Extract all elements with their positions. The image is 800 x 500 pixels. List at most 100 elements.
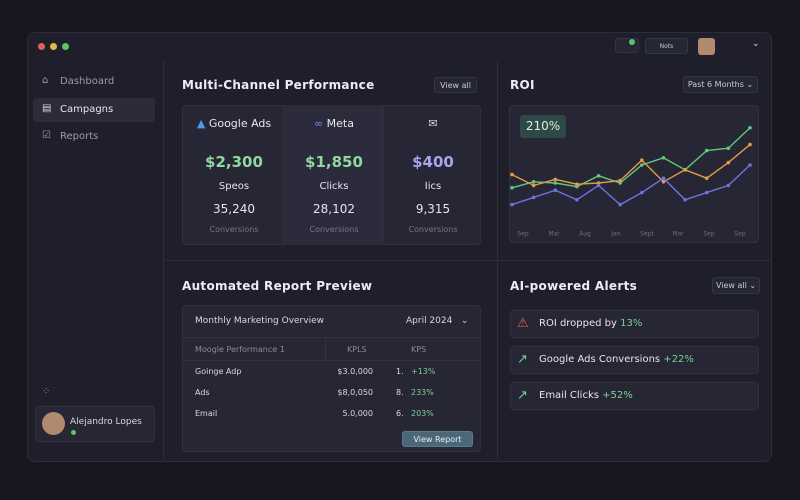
cell: Ads	[195, 388, 210, 397]
metric-footer: Conversions	[309, 225, 359, 234]
roi-point	[748, 142, 752, 147]
roi-point	[596, 174, 601, 178]
cell: 203%	[411, 409, 434, 418]
cell: +13%	[411, 367, 436, 376]
online-dot	[71, 430, 76, 435]
x-tick-label: Mar	[672, 231, 684, 238]
active-nav	[33, 98, 155, 122]
roi-point	[618, 178, 622, 183]
alert-icon: ↗	[517, 388, 528, 403]
channel-header: ▲ Google Ads	[184, 117, 284, 130]
nav-item[interactable]: Dashboard	[60, 76, 115, 87]
minimize-button[interactable]	[50, 43, 57, 50]
cell: $8,0,050	[337, 388, 373, 397]
roi-point	[531, 180, 536, 184]
view-all-button[interactable]: View all ⌄	[712, 277, 760, 294]
divider	[183, 360, 480, 361]
alert-change: +22%	[663, 354, 694, 365]
roi-point	[553, 188, 558, 192]
nav-item[interactable]: Campagns	[60, 104, 114, 115]
metric-value: 9,315	[415, 202, 451, 216]
chevron[interactable]: ⌄	[752, 39, 760, 49]
sidebar-divider	[163, 61, 164, 461]
channel-header: ∞ Meta	[284, 117, 384, 130]
channel-spend: $400	[412, 153, 454, 171]
report-subtitle: Monthly Marketing Overview	[195, 316, 324, 326]
nav-icon: ⌂	[42, 75, 49, 86]
channel-spend: $2,300	[205, 153, 263, 171]
nav-icon: ☑	[42, 130, 51, 141]
notifications-button[interactable]: Nots	[645, 38, 688, 54]
cell: Goinge Adp	[195, 367, 242, 376]
roi-point	[726, 183, 731, 188]
alert-item[interactable]: ⚠ ROI dropped by 13%	[510, 310, 759, 338]
roi-line	[511, 144, 751, 187]
x-tick-label: Jan	[610, 231, 620, 238]
view-all-button[interactable]: View all	[434, 77, 477, 93]
cell: Email	[195, 409, 218, 418]
roi-point	[726, 146, 731, 150]
month: April 2024	[406, 316, 453, 326]
apps-icon[interactable]: ⁘	[42, 386, 51, 397]
roi-point	[748, 126, 752, 130]
cell: $3.0,000	[337, 367, 373, 376]
roi-point	[531, 183, 536, 188]
cell: 5.0,000	[342, 409, 373, 418]
month-select[interactable]: April 2024 ⌄	[406, 316, 469, 326]
period-dropdown[interactable]: Past 6 Months ⌄	[683, 76, 758, 93]
table-header: KPS	[411, 345, 427, 354]
roi-point	[683, 168, 687, 172]
maximize-button[interactable]	[62, 43, 69, 50]
alert-text-row: Email Clicks +52%	[539, 390, 633, 401]
metric-footer: Conversions	[209, 225, 259, 234]
avatar[interactable]	[698, 38, 715, 55]
channel-header: ✉	[383, 117, 483, 130]
view-report-button[interactable]: View Report	[402, 431, 473, 447]
roi-point	[704, 190, 709, 195]
view-all-label: View all	[715, 281, 747, 290]
roi-point	[510, 186, 514, 190]
channel-icon: ✉	[428, 117, 438, 130]
alert-text: Email Clicks	[539, 390, 599, 401]
roi-point	[596, 183, 601, 188]
close-button[interactable]	[38, 43, 45, 50]
channel-spend: $1,850	[305, 153, 363, 171]
nav-item[interactable]: Reports	[60, 131, 99, 142]
roi-point	[748, 163, 752, 167]
metric-value: 28,102	[313, 202, 355, 216]
metric-label: Speos	[218, 181, 250, 192]
channel-icon: ▲	[196, 117, 209, 130]
divider	[164, 260, 771, 261]
alert-text-row: Google Ads Conversions +22%	[539, 354, 694, 365]
roi-point	[575, 182, 579, 186]
cell: 1.	[396, 367, 404, 376]
alert-text: ROI dropped by	[539, 318, 617, 329]
alert-item[interactable]: ↗ Email Clicks +52%	[510, 382, 759, 410]
divider	[325, 338, 326, 360]
roi-point	[618, 202, 622, 207]
channel-name: Google Ads	[208, 117, 272, 130]
channel-card: ∞ Meta $1,850 Clicks 28,102 Conversions	[283, 105, 384, 245]
x-tick-label: Sep	[703, 231, 715, 238]
status-dot	[629, 39, 635, 45]
user-name: Alejandro Lopes	[70, 417, 142, 427]
alert-icon: ↗	[517, 352, 528, 367]
metric-footer: Conversions	[408, 225, 458, 234]
alert-item[interactable]: ↗ Google Ads Conversions +22%	[510, 346, 759, 374]
channel-card: ▲ Google Ads $2,300 Speos 35,240 Conversions	[184, 105, 284, 245]
period-label: Past 6 Months	[687, 80, 744, 89]
x-tick-label: Sep	[517, 231, 529, 238]
roi-point	[683, 198, 687, 202]
cell: 6.	[396, 409, 404, 418]
x-tick-label: Mar	[548, 231, 560, 238]
roi-point	[510, 202, 514, 207]
roi-badge: 210%	[520, 115, 566, 138]
roi-point	[661, 156, 666, 160]
roi-point	[661, 180, 666, 184]
cell: 233%	[411, 388, 434, 397]
metric-value: 35,240	[213, 202, 255, 216]
roi-point	[726, 160, 731, 165]
section-title: Multi-Channel Performance	[182, 78, 375, 92]
